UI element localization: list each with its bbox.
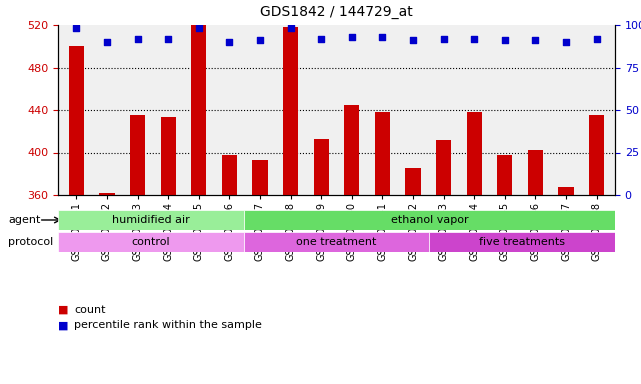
Bar xyxy=(589,115,604,195)
Point xyxy=(102,39,112,45)
Point xyxy=(347,34,357,40)
Text: agent: agent xyxy=(8,215,40,225)
Text: ■: ■ xyxy=(58,320,69,330)
Bar xyxy=(375,112,390,195)
Bar xyxy=(69,46,84,195)
Point xyxy=(469,36,479,42)
Text: control: control xyxy=(131,237,170,247)
Point xyxy=(592,36,602,42)
Point xyxy=(408,37,418,43)
Point xyxy=(438,36,449,42)
Bar xyxy=(191,25,206,195)
Point xyxy=(285,25,296,31)
Bar xyxy=(558,187,574,195)
FancyBboxPatch shape xyxy=(244,210,615,230)
Point xyxy=(500,37,510,43)
Bar xyxy=(253,160,268,195)
Point xyxy=(561,39,571,45)
Point xyxy=(316,36,326,42)
Bar xyxy=(436,140,451,195)
Bar xyxy=(405,169,420,195)
Point xyxy=(133,36,143,42)
FancyBboxPatch shape xyxy=(429,232,615,252)
Text: one treatment: one treatment xyxy=(296,237,377,247)
FancyBboxPatch shape xyxy=(58,232,244,252)
Text: humidified air: humidified air xyxy=(112,215,190,225)
Bar xyxy=(497,155,512,195)
Text: ethanol vapor: ethanol vapor xyxy=(390,215,468,225)
Bar xyxy=(99,193,115,195)
Bar xyxy=(283,27,298,195)
Point xyxy=(163,36,173,42)
FancyBboxPatch shape xyxy=(244,232,429,252)
Text: protocol: protocol xyxy=(8,237,53,247)
Bar xyxy=(313,139,329,195)
Point xyxy=(255,37,265,43)
Text: five treatments: five treatments xyxy=(479,237,565,247)
Point xyxy=(530,37,540,43)
Text: count: count xyxy=(74,305,106,315)
Bar xyxy=(160,118,176,195)
Point xyxy=(224,39,235,45)
Bar xyxy=(467,112,482,195)
Point xyxy=(378,34,388,40)
Text: percentile rank within the sample: percentile rank within the sample xyxy=(74,320,262,330)
Bar xyxy=(222,155,237,195)
Point xyxy=(71,25,81,31)
Bar xyxy=(130,115,146,195)
Text: GDS1842 / 144729_at: GDS1842 / 144729_at xyxy=(260,5,413,19)
Text: ■: ■ xyxy=(58,305,69,315)
Point xyxy=(194,25,204,31)
FancyBboxPatch shape xyxy=(58,210,244,230)
Bar xyxy=(344,105,360,195)
Bar xyxy=(528,151,543,195)
